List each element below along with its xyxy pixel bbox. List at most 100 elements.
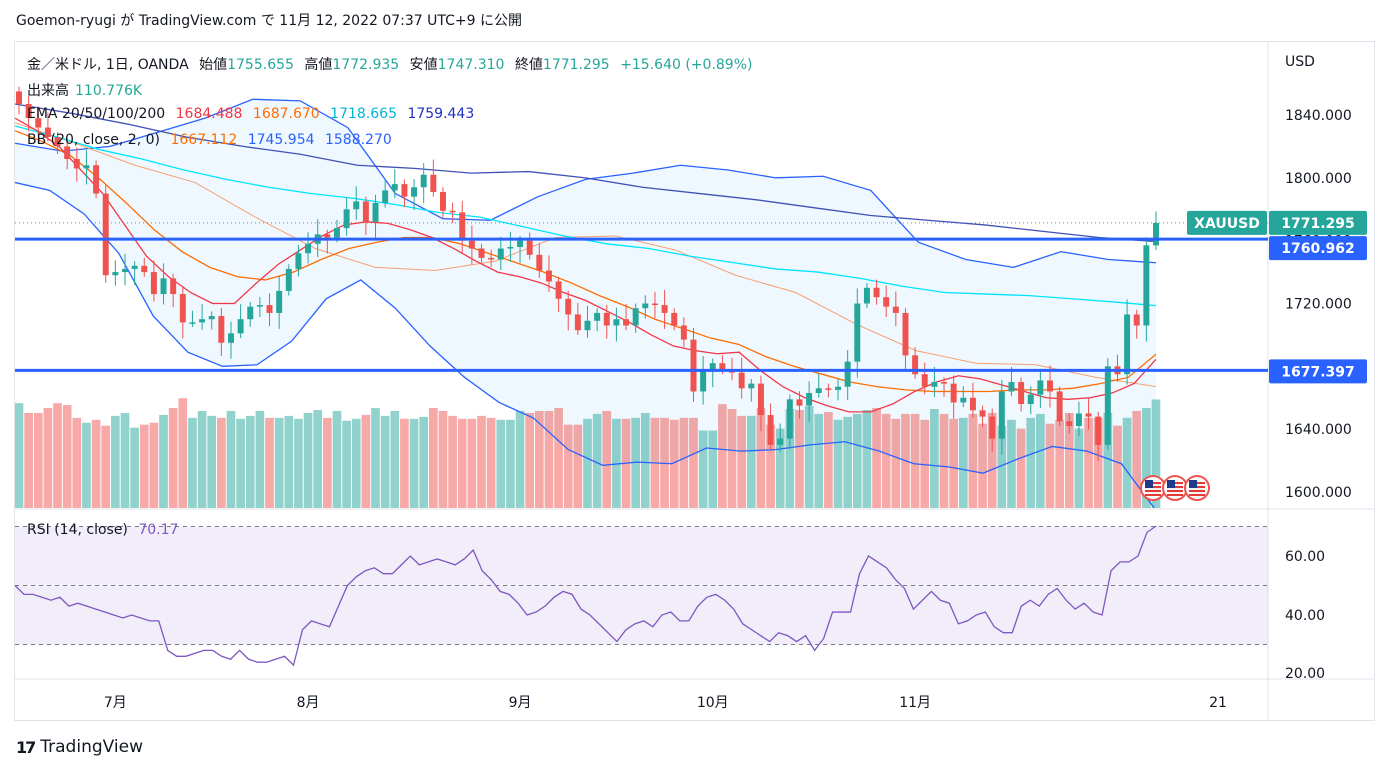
volume-bar xyxy=(554,408,563,508)
volume-bar xyxy=(361,414,371,508)
candle-body xyxy=(237,319,244,334)
volume-bar xyxy=(120,412,130,508)
volume-bar xyxy=(602,410,612,508)
volume-bar xyxy=(1045,423,1055,508)
candle xyxy=(941,377,948,397)
candle-body xyxy=(468,240,475,249)
volume-bar xyxy=(53,403,62,508)
volume-bar xyxy=(727,409,737,508)
candle-body xyxy=(208,316,215,320)
candle xyxy=(83,150,90,185)
volume-bar xyxy=(217,417,226,508)
candle xyxy=(574,302,581,335)
volume-bar xyxy=(718,404,727,508)
candle xyxy=(256,296,263,318)
volume-bar xyxy=(207,415,217,508)
candle-body xyxy=(256,305,263,307)
candle-body xyxy=(333,228,340,238)
candle xyxy=(863,283,870,309)
candle-body xyxy=(517,240,524,247)
candle xyxy=(825,383,832,398)
candle xyxy=(545,255,552,292)
candle xyxy=(227,321,234,359)
candle-body xyxy=(584,320,591,331)
volume-bar xyxy=(294,418,303,508)
candle-body xyxy=(680,325,687,340)
candle-body xyxy=(439,191,446,211)
candle xyxy=(671,308,678,331)
candle xyxy=(324,229,331,254)
candle-body xyxy=(372,202,379,222)
economic-events xyxy=(1140,475,1210,501)
volume-bar xyxy=(236,418,245,508)
candle xyxy=(102,185,109,283)
volume-bar xyxy=(91,419,101,508)
candle xyxy=(854,288,861,378)
candle-body xyxy=(430,174,437,192)
volume-bar xyxy=(814,413,824,508)
candle xyxy=(343,197,350,236)
candle xyxy=(44,112,51,142)
candle-body xyxy=(189,322,196,324)
candle xyxy=(478,243,485,263)
close-value: 1771.295 xyxy=(542,57,610,73)
candle-body xyxy=(921,374,928,387)
candle-body xyxy=(979,410,986,417)
candle xyxy=(806,381,813,422)
candle-body xyxy=(411,187,418,197)
volume-bar xyxy=(679,417,689,508)
candle xyxy=(382,178,389,208)
candle xyxy=(208,311,215,330)
change-value: +15.640 (+0.89%) xyxy=(620,57,753,73)
flag-stripe xyxy=(1145,494,1161,496)
candle xyxy=(651,291,658,319)
rsi-tick-label: 20.00 xyxy=(1285,666,1325,682)
candle xyxy=(430,159,437,197)
candle xyxy=(892,291,899,327)
volume-bar xyxy=(534,410,544,508)
candle xyxy=(112,260,119,286)
us-event-flag-icon xyxy=(1140,475,1166,501)
volume-bar xyxy=(486,417,496,508)
volume-bar xyxy=(698,430,708,508)
volume-bar xyxy=(43,408,53,508)
candle-body xyxy=(362,201,369,222)
volume-bar xyxy=(1142,408,1151,508)
volume-bar xyxy=(1113,425,1122,508)
volume-bar xyxy=(640,412,650,508)
candle-body xyxy=(353,201,360,210)
candle-body xyxy=(883,297,890,307)
candle-body xyxy=(825,388,832,390)
candle xyxy=(131,261,138,285)
volume-bar xyxy=(72,417,82,508)
bb-basis-line xyxy=(15,122,1157,388)
candle-body xyxy=(218,316,225,343)
candle-body xyxy=(902,312,909,356)
volume-bar xyxy=(342,420,351,508)
candle-body xyxy=(305,243,312,254)
candle xyxy=(218,307,225,356)
candle-body xyxy=(1085,413,1092,417)
bb-upper-value: 1745.954 xyxy=(247,132,315,148)
candle-body xyxy=(93,165,100,194)
candle-body xyxy=(401,184,408,197)
candle xyxy=(122,253,128,286)
candle-body xyxy=(227,333,234,343)
volume-bar xyxy=(708,430,718,508)
legend-symbol: 金／米ドル, 1日, OANDA xyxy=(27,57,189,73)
volume-bar xyxy=(862,410,872,508)
candle xyxy=(873,279,880,305)
candle xyxy=(921,362,928,395)
candle-body xyxy=(748,383,755,389)
candle-body xyxy=(1066,421,1073,427)
candle xyxy=(960,386,967,408)
volume-bar xyxy=(766,424,775,508)
candle-body xyxy=(382,190,389,203)
volume-bar xyxy=(149,422,159,508)
candle-body xyxy=(526,240,533,255)
footer-brand[interactable]: 17 TradingView xyxy=(16,737,143,757)
candle-body xyxy=(960,397,967,403)
candle-body xyxy=(545,270,552,282)
candle xyxy=(555,276,562,312)
